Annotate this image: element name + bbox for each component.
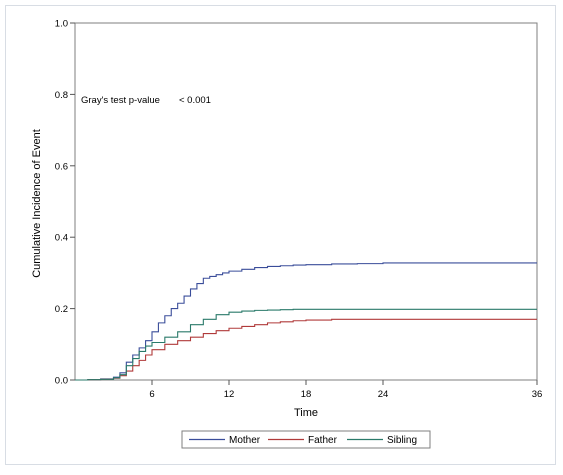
chart-frame bbox=[5, 5, 556, 465]
y-tick-label: 1.0 bbox=[55, 19, 68, 30]
y-tick-label: 0.2 bbox=[55, 304, 68, 315]
legend-label-mother: Mother bbox=[229, 435, 261, 446]
x-tick-label: 36 bbox=[532, 389, 543, 400]
plot-area bbox=[74, 22, 538, 381]
legend-box bbox=[181, 430, 431, 449]
y-tick-label: 0.0 bbox=[55, 376, 68, 387]
y-tick-label: 0.4 bbox=[55, 233, 68, 244]
series-layer bbox=[75, 262, 537, 381]
annotation-label: Gray's test p-value bbox=[81, 95, 160, 106]
y-axis: 0.0 0.2 0.4 0.6 0.8 1.0 bbox=[55, 19, 75, 387]
legend-label-father: Father bbox=[308, 435, 338, 446]
series-line-mother bbox=[75, 262, 537, 381]
legend: Mother Father Sibling bbox=[181, 430, 431, 449]
y-tick-label: 0.6 bbox=[55, 161, 68, 172]
series-line-sibling bbox=[75, 308, 537, 381]
x-tick-label: 24 bbox=[378, 389, 389, 400]
x-tick-label: 18 bbox=[301, 389, 312, 400]
x-tick-label: 6 bbox=[149, 389, 154, 400]
legend-label-sibling: Sibling bbox=[387, 435, 417, 446]
x-tick-label: 12 bbox=[224, 389, 235, 400]
y-axis-title: Cumulative Incidence of Event bbox=[31, 129, 43, 278]
series-line-father bbox=[75, 318, 537, 381]
x-axis-title: Time bbox=[294, 407, 318, 419]
annotation-value: < 0.001 bbox=[179, 95, 211, 106]
y-tick-label: 0.8 bbox=[55, 90, 68, 101]
x-axis: 6 12 18 24 36 bbox=[149, 380, 542, 400]
